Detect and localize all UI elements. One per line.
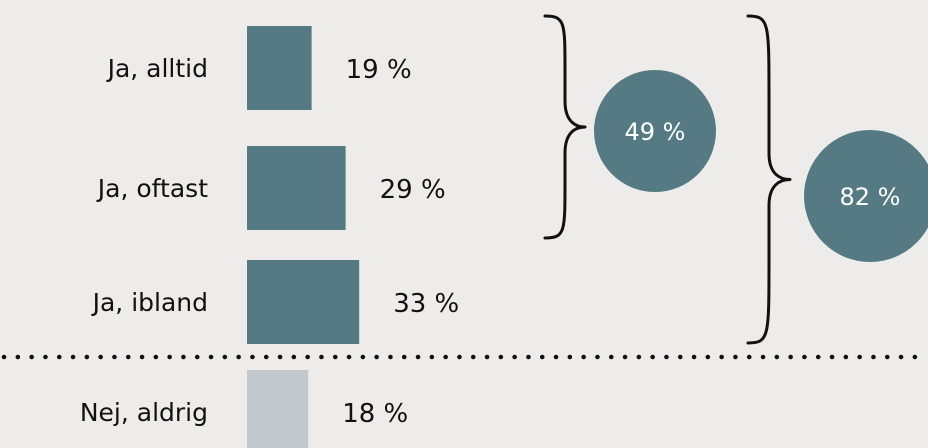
category-label-2: Ja, ibland [91,288,208,317]
category-labels-layer: Ja, alltid Ja, oftast Ja, ibland Nej, aldri… [80,54,208,427]
value-label-0: 19 % [346,55,412,85]
group-brace-0 [543,14,587,240]
value-label-3: 18 % [342,399,408,429]
bars-layer [247,26,360,448]
category-label-0: Ja, alltid [106,54,208,83]
group-total-label-0: 49 % [625,118,686,146]
group-total-bubble-1 [804,130,928,262]
bar-2 [247,260,360,344]
value-labels-layer: 19 % 29 % 33 % 18 % [342,55,459,429]
bar-0 [247,26,312,110]
category-label-3: Nej, aldrig [80,398,208,427]
category-label-1: Ja, oftast [96,174,208,203]
bar-1 [247,146,346,230]
group-total-bubble-0 [594,70,716,192]
group-total-label-1: 82 % [840,183,901,211]
value-label-1: 29 % [380,175,446,205]
value-label-2: 33 % [393,289,459,319]
bar-3 [247,370,309,448]
group-brace-1 [746,14,792,345]
group-brackets-layer: 49 % 82 % [543,14,928,345]
